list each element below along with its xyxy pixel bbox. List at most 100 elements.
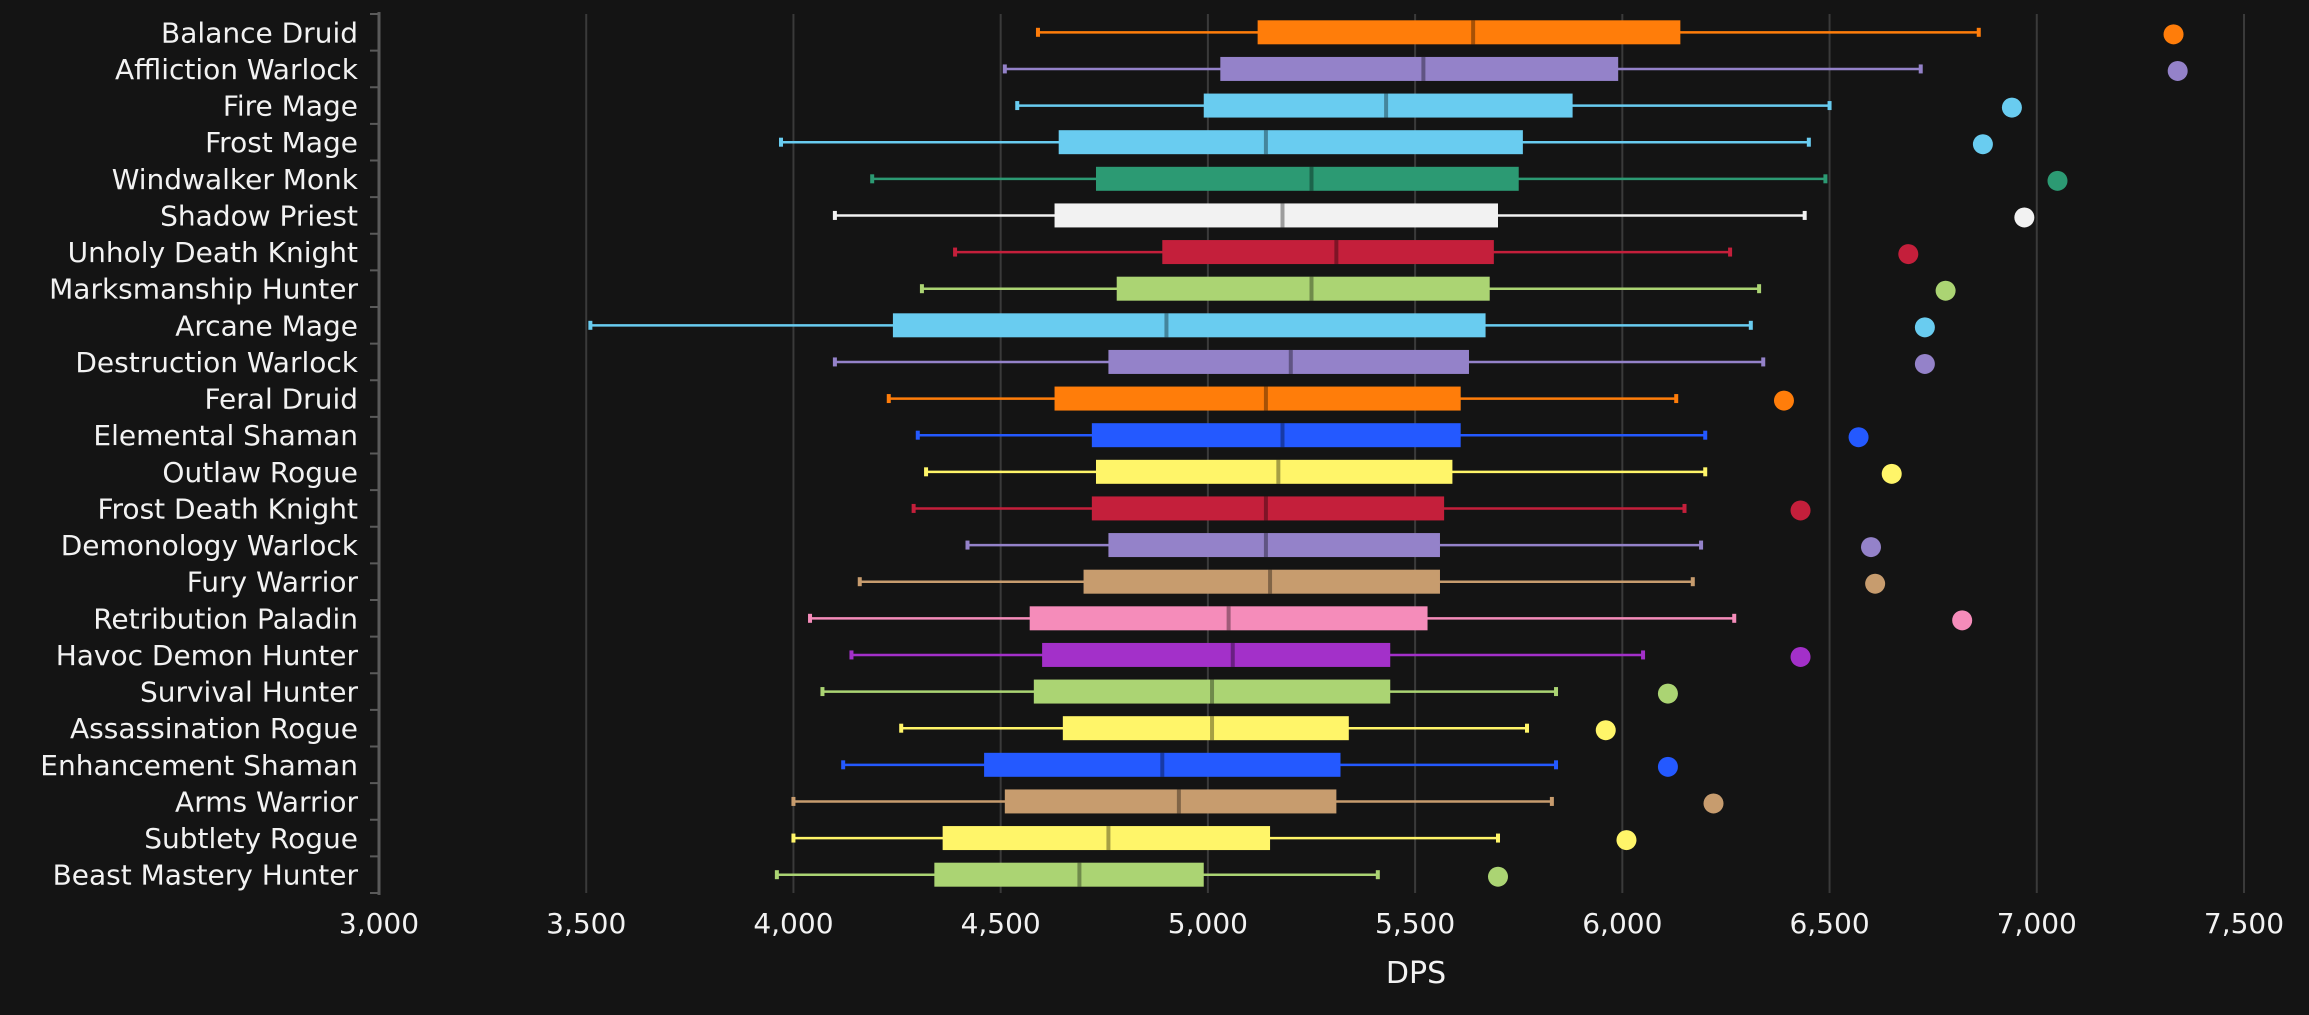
category-label: Feral Druid bbox=[204, 383, 358, 416]
x-tick-label: 7,000 bbox=[1997, 907, 2077, 940]
x-tick-label: 6,000 bbox=[1582, 907, 1662, 940]
outlier-point bbox=[1657, 683, 1678, 704]
iqr-box bbox=[1042, 642, 1391, 667]
iqr-box bbox=[942, 826, 1271, 851]
iqr-box bbox=[892, 313, 1486, 338]
box-series bbox=[588, 20, 2188, 887]
iqr-box bbox=[1062, 716, 1349, 741]
iqr-box bbox=[1033, 679, 1391, 704]
category-label: Havoc Demon Hunter bbox=[56, 639, 359, 672]
category-label: Marksmanship Hunter bbox=[49, 273, 358, 306]
box-group bbox=[953, 240, 1919, 265]
box-group bbox=[774, 862, 1508, 887]
box-group bbox=[832, 349, 1935, 374]
iqr-box bbox=[1162, 240, 1494, 265]
box-group bbox=[588, 313, 1935, 338]
iqr-box bbox=[934, 862, 1204, 887]
iqr-box bbox=[984, 752, 1341, 777]
x-tick-label: 4,500 bbox=[961, 907, 1041, 940]
outlier-point bbox=[1790, 646, 1811, 667]
iqr-box bbox=[1054, 203, 1498, 228]
outlier-point bbox=[1790, 500, 1811, 521]
iqr-box bbox=[1108, 533, 1440, 558]
x-tick-label: 3,500 bbox=[546, 907, 626, 940]
box-group bbox=[911, 496, 1811, 521]
box-group bbox=[779, 130, 1993, 155]
x-tick-label: 4,000 bbox=[753, 907, 833, 940]
x-tick-label: 6,500 bbox=[1789, 907, 1869, 940]
box-group bbox=[820, 679, 1678, 704]
iqr-box bbox=[1004, 789, 1337, 814]
outlier-point bbox=[1935, 280, 1956, 301]
category-label: Frost Death Knight bbox=[97, 492, 358, 525]
x-axis-title: DPS bbox=[1386, 956, 1446, 991]
box-group bbox=[791, 789, 1724, 814]
outlier-point bbox=[1657, 756, 1678, 777]
iqr-box bbox=[1083, 569, 1440, 594]
iqr-box bbox=[1058, 130, 1523, 155]
outlier-point bbox=[1861, 537, 1881, 558]
x-tick-label: 7,500 bbox=[2204, 907, 2284, 940]
box-group bbox=[791, 826, 1637, 851]
box-group bbox=[924, 459, 1902, 484]
iqr-box bbox=[1108, 349, 1469, 374]
iqr-box bbox=[1054, 386, 1461, 411]
box-group bbox=[915, 423, 1869, 448]
category-label: Frost Mage bbox=[205, 126, 358, 159]
outlier-point bbox=[2001, 97, 2022, 118]
box-group bbox=[1015, 93, 2022, 118]
category-label: Fire Mage bbox=[223, 90, 358, 123]
outlier-point bbox=[1865, 573, 1886, 594]
category-label: Affliction Warlock bbox=[115, 53, 359, 86]
category-label: Outlaw Rogue bbox=[162, 456, 358, 489]
category-label: Destruction Warlock bbox=[75, 346, 358, 379]
box-group bbox=[919, 276, 1956, 301]
category-label: Assassination Rogue bbox=[70, 712, 358, 745]
category-label: Balance Druid bbox=[161, 16, 358, 49]
box-group bbox=[899, 716, 1616, 741]
iqr-box bbox=[1095, 166, 1519, 191]
category-label: Subtlety Rogue bbox=[144, 822, 358, 855]
category-label: Enhancement Shaman bbox=[40, 749, 358, 782]
box-group bbox=[1002, 56, 2188, 81]
outlier-point bbox=[1773, 390, 1794, 411]
outlier-point bbox=[1703, 793, 1724, 814]
box-group bbox=[1035, 20, 2184, 45]
outlier-point bbox=[1914, 317, 1935, 338]
grid-lines bbox=[585, 14, 2245, 893]
outlier-point bbox=[1488, 866, 1508, 887]
outlier-point bbox=[1914, 353, 1935, 374]
x-tick-label: 5,000 bbox=[1168, 907, 1248, 940]
box-group bbox=[870, 166, 2068, 191]
iqr-box bbox=[1203, 93, 1573, 118]
outlier-point bbox=[2047, 170, 2068, 191]
box-group bbox=[832, 203, 2035, 228]
outlier-point bbox=[1616, 830, 1637, 851]
box-group bbox=[965, 533, 1881, 558]
category-labels: Balance Druid Affliction Warlock Fire Mage… bbox=[40, 16, 358, 891]
category-label: Windwalker Monk bbox=[112, 163, 359, 196]
iqr-box bbox=[1095, 459, 1453, 484]
category-label: Arms Warrior bbox=[175, 785, 358, 818]
outlier-point bbox=[1898, 244, 1919, 265]
outlier-point bbox=[1952, 610, 1973, 631]
category-label: Beast Mastery Hunter bbox=[53, 859, 359, 892]
iqr-box bbox=[1091, 423, 1461, 448]
category-label: Survival Hunter bbox=[140, 676, 359, 709]
iqr-box bbox=[1257, 20, 1681, 45]
x-tick-label: 5,500 bbox=[1375, 907, 1455, 940]
category-label: Fury Warrior bbox=[187, 566, 359, 599]
outlier-point bbox=[2014, 207, 2035, 228]
box-group bbox=[886, 386, 1794, 411]
box-group bbox=[849, 642, 1811, 667]
iqr-box bbox=[1116, 276, 1490, 301]
outlier-point bbox=[1881, 463, 1902, 484]
iqr-box bbox=[1091, 496, 1445, 521]
outlier-point bbox=[2167, 60, 2188, 81]
iqr-box bbox=[1220, 56, 1619, 81]
outlier-point bbox=[1595, 720, 1616, 741]
outlier-point bbox=[2163, 24, 2184, 45]
outlier-point bbox=[1848, 427, 1869, 448]
category-label: Shadow Priest bbox=[160, 199, 358, 232]
